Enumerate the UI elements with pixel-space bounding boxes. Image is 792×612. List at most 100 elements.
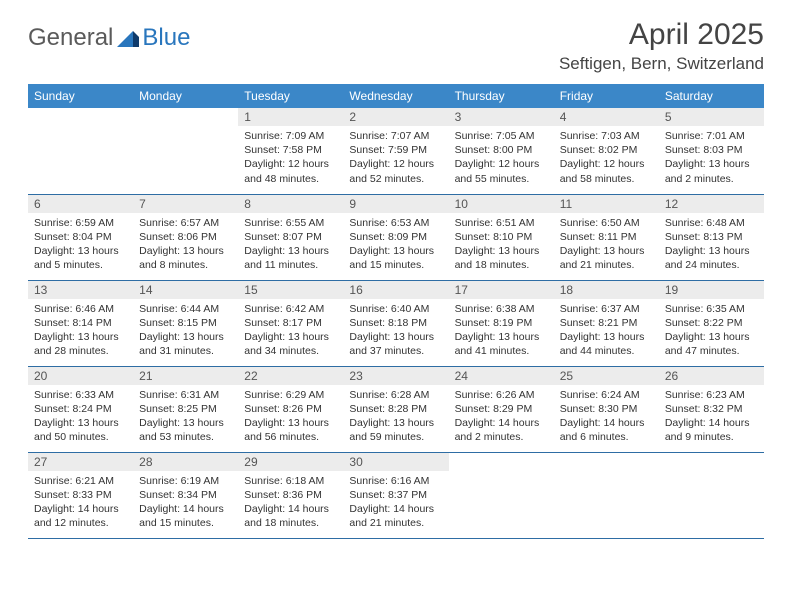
day-details: Sunrise: 6:42 AMSunset: 8:17 PMDaylight:… [238,299,343,363]
day-details: Sunrise: 6:55 AMSunset: 8:07 PMDaylight:… [238,213,343,277]
calendar-cell: 1Sunrise: 7:09 AMSunset: 7:58 PMDaylight… [238,108,343,194]
day-details: Sunrise: 6:21 AMSunset: 8:33 PMDaylight:… [28,471,133,535]
day-number: 27 [28,453,133,471]
day-number: 15 [238,281,343,299]
day-number: 30 [343,453,448,471]
day-details: Sunrise: 6:50 AMSunset: 8:11 PMDaylight:… [554,213,659,277]
day-details: Sunrise: 6:18 AMSunset: 8:36 PMDaylight:… [238,471,343,535]
day-number: 26 [659,367,764,385]
day-details: Sunrise: 6:29 AMSunset: 8:26 PMDaylight:… [238,385,343,449]
day-details: Sunrise: 6:16 AMSunset: 8:37 PMDaylight:… [343,471,448,535]
day-details: Sunrise: 6:19 AMSunset: 8:34 PMDaylight:… [133,471,238,535]
calendar-cell: .. [28,108,133,194]
calendar-cell: 12Sunrise: 6:48 AMSunset: 8:13 PMDayligh… [659,194,764,280]
location-subtitle: Seftigen, Bern, Switzerland [559,54,764,74]
calendar-cell: 16Sunrise: 6:40 AMSunset: 8:18 PMDayligh… [343,280,448,366]
calendar-cell: .. [659,452,764,538]
day-number: 10 [449,195,554,213]
day-details: Sunrise: 7:09 AMSunset: 7:58 PMDaylight:… [238,126,343,190]
day-details: Sunrise: 6:44 AMSunset: 8:15 PMDaylight:… [133,299,238,363]
calendar-cell: 28Sunrise: 6:19 AMSunset: 8:34 PMDayligh… [133,452,238,538]
calendar-row: ....1Sunrise: 7:09 AMSunset: 7:58 PMDayl… [28,108,764,194]
calendar-cell: .. [133,108,238,194]
logo: General Blue [28,18,190,52]
calendar-row: 6Sunrise: 6:59 AMSunset: 8:04 PMDaylight… [28,194,764,280]
calendar-cell: 24Sunrise: 6:26 AMSunset: 8:29 PMDayligh… [449,366,554,452]
day-number: 21 [133,367,238,385]
calendar-table: Sunday Monday Tuesday Wednesday Thursday… [28,84,764,539]
day-details: Sunrise: 6:26 AMSunset: 8:29 PMDaylight:… [449,385,554,449]
calendar-cell: 27Sunrise: 6:21 AMSunset: 8:33 PMDayligh… [28,452,133,538]
calendar-cell: 5Sunrise: 7:01 AMSunset: 8:03 PMDaylight… [659,108,764,194]
logo-text-blue: Blue [142,24,190,52]
day-details: Sunrise: 6:57 AMSunset: 8:06 PMDaylight:… [133,213,238,277]
day-number: 17 [449,281,554,299]
calendar-cell: 22Sunrise: 6:29 AMSunset: 8:26 PMDayligh… [238,366,343,452]
calendar-cell: 7Sunrise: 6:57 AMSunset: 8:06 PMDaylight… [133,194,238,280]
day-details: Sunrise: 7:07 AMSunset: 7:59 PMDaylight:… [343,126,448,190]
calendar-cell: 8Sunrise: 6:55 AMSunset: 8:07 PMDaylight… [238,194,343,280]
day-details: Sunrise: 6:48 AMSunset: 8:13 PMDaylight:… [659,213,764,277]
day-number: 24 [449,367,554,385]
day-number: 11 [554,195,659,213]
day-number: 7 [133,195,238,213]
day-details: Sunrise: 6:31 AMSunset: 8:25 PMDaylight:… [133,385,238,449]
calendar-row: 13Sunrise: 6:46 AMSunset: 8:14 PMDayligh… [28,280,764,366]
calendar-cell: 9Sunrise: 6:53 AMSunset: 8:09 PMDaylight… [343,194,448,280]
calendar-cell: 4Sunrise: 7:03 AMSunset: 8:02 PMDaylight… [554,108,659,194]
day-number: 25 [554,367,659,385]
page-title: April 2025 [559,18,764,52]
calendar-cell: 29Sunrise: 6:18 AMSunset: 8:36 PMDayligh… [238,452,343,538]
day-details: Sunrise: 6:37 AMSunset: 8:21 PMDaylight:… [554,299,659,363]
calendar-cell: 21Sunrise: 6:31 AMSunset: 8:25 PMDayligh… [133,366,238,452]
day-details: Sunrise: 6:23 AMSunset: 8:32 PMDaylight:… [659,385,764,449]
day-number: 3 [449,108,554,126]
calendar-cell: 6Sunrise: 6:59 AMSunset: 8:04 PMDaylight… [28,194,133,280]
calendar-cell: 23Sunrise: 6:28 AMSunset: 8:28 PMDayligh… [343,366,448,452]
col-wednesday: Wednesday [343,84,448,108]
calendar-cell: 19Sunrise: 6:35 AMSunset: 8:22 PMDayligh… [659,280,764,366]
logo-text-general: General [28,24,113,52]
calendar-row: 20Sunrise: 6:33 AMSunset: 8:24 PMDayligh… [28,366,764,452]
col-thursday: Thursday [449,84,554,108]
calendar-cell: 20Sunrise: 6:33 AMSunset: 8:24 PMDayligh… [28,366,133,452]
calendar-cell: 3Sunrise: 7:05 AMSunset: 8:00 PMDaylight… [449,108,554,194]
day-number: 23 [343,367,448,385]
day-number: 2 [343,108,448,126]
day-details: Sunrise: 6:51 AMSunset: 8:10 PMDaylight:… [449,213,554,277]
calendar-cell: 17Sunrise: 6:38 AMSunset: 8:19 PMDayligh… [449,280,554,366]
day-details: Sunrise: 6:24 AMSunset: 8:30 PMDaylight:… [554,385,659,449]
day-number: 5 [659,108,764,126]
calendar-cell: 25Sunrise: 6:24 AMSunset: 8:30 PMDayligh… [554,366,659,452]
calendar-cell: .. [554,452,659,538]
day-details: Sunrise: 7:05 AMSunset: 8:00 PMDaylight:… [449,126,554,190]
header: General Blue April 2025 Seftigen, Bern, … [28,18,764,74]
calendar-cell: 26Sunrise: 6:23 AMSunset: 8:32 PMDayligh… [659,366,764,452]
day-number: 19 [659,281,764,299]
day-number: 18 [554,281,659,299]
day-details: Sunrise: 6:59 AMSunset: 8:04 PMDaylight:… [28,213,133,277]
day-details: Sunrise: 6:33 AMSunset: 8:24 PMDaylight:… [28,385,133,449]
calendar-cell: 11Sunrise: 6:50 AMSunset: 8:11 PMDayligh… [554,194,659,280]
calendar-cell: 2Sunrise: 7:07 AMSunset: 7:59 PMDaylight… [343,108,448,194]
day-details: Sunrise: 6:53 AMSunset: 8:09 PMDaylight:… [343,213,448,277]
day-number: 13 [28,281,133,299]
day-details: Sunrise: 6:38 AMSunset: 8:19 PMDaylight:… [449,299,554,363]
day-details: Sunrise: 7:01 AMSunset: 8:03 PMDaylight:… [659,126,764,190]
calendar-cell: 13Sunrise: 6:46 AMSunset: 8:14 PMDayligh… [28,280,133,366]
calendar-cell: 30Sunrise: 6:16 AMSunset: 8:37 PMDayligh… [343,452,448,538]
day-details: Sunrise: 6:35 AMSunset: 8:22 PMDaylight:… [659,299,764,363]
col-tuesday: Tuesday [238,84,343,108]
calendar-cell: .. [449,452,554,538]
day-number: 4 [554,108,659,126]
day-details: Sunrise: 6:46 AMSunset: 8:14 PMDaylight:… [28,299,133,363]
day-number: 6 [28,195,133,213]
calendar-cell: 10Sunrise: 6:51 AMSunset: 8:10 PMDayligh… [449,194,554,280]
day-details: Sunrise: 6:28 AMSunset: 8:28 PMDaylight:… [343,385,448,449]
day-details: Sunrise: 7:03 AMSunset: 8:02 PMDaylight:… [554,126,659,190]
day-number: 20 [28,367,133,385]
day-number: 16 [343,281,448,299]
day-number: 8 [238,195,343,213]
calendar-cell: 15Sunrise: 6:42 AMSunset: 8:17 PMDayligh… [238,280,343,366]
day-number: 14 [133,281,238,299]
